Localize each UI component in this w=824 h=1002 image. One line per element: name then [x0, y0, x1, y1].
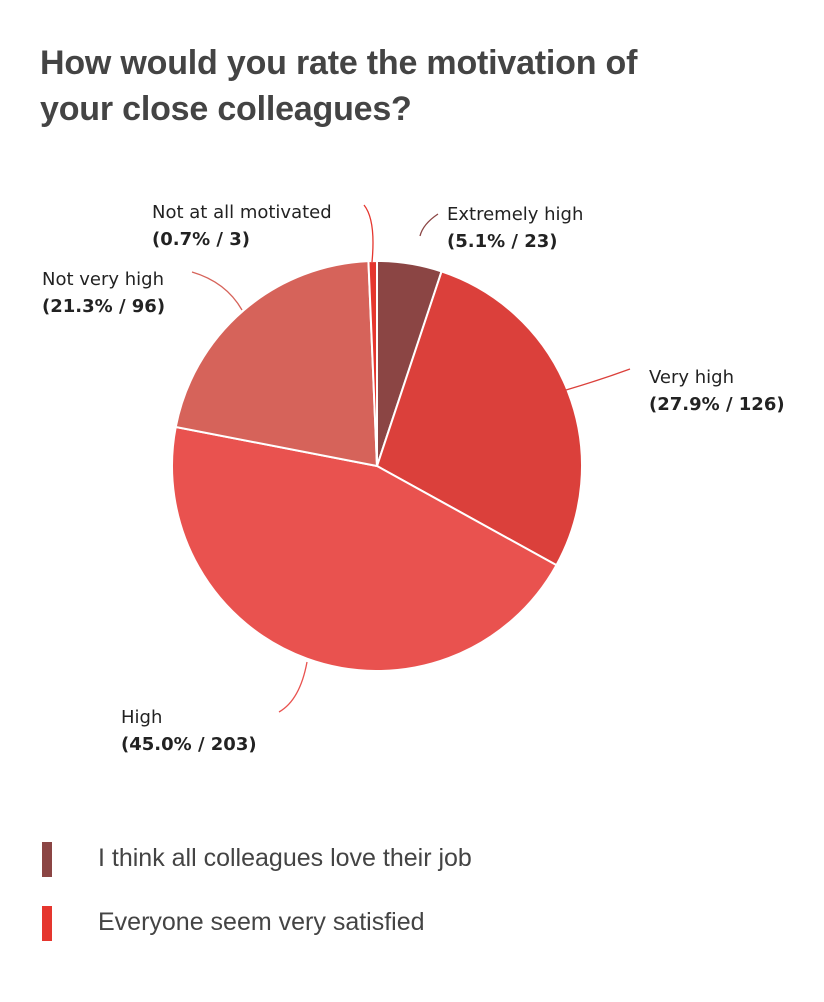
pie-chart: Extremely high (5.1% / 23) Very high (27.9%…: [42, 202, 785, 755]
pie-labels: Extremely high (5.1% / 23) Very high (27.9%…: [42, 202, 785, 755]
pie-slice-very-high[interactable]: [375, 270, 583, 567]
leader-line-1: [419, 213, 439, 237]
leader-line-3: [278, 661, 308, 713]
data-label-5: Not at all motivated: [152, 202, 332, 223]
pie-slices: [171, 259, 583, 672]
pie-slice-high[interactable]: [171, 425, 558, 672]
legend-swatch-1: [42, 842, 52, 877]
pie-slice-not-very-high[interactable]: [174, 260, 379, 468]
chart-title: How would you rate the motivation of you…: [40, 44, 638, 128]
legend-swatch-2: [42, 906, 52, 941]
data-label-3: High: [121, 707, 162, 728]
leader-line-5: [363, 204, 374, 263]
value-label-2: (27.9% / 126): [649, 394, 785, 415]
leader-line-4: [191, 271, 243, 311]
data-label-2: Very high: [649, 367, 734, 388]
value-label-4: (21.3% / 96): [42, 296, 165, 317]
value-label-3: (45.0% / 203): [121, 734, 257, 755]
pie-leader-lines: [191, 204, 631, 713]
legend-label-1: I think all colleagues love their job: [98, 844, 472, 872]
value-label-5: (0.7% / 3): [152, 229, 250, 250]
leader-line-2: [565, 368, 631, 391]
data-label-1: Extremely high: [447, 204, 583, 225]
data-label-4: Not very high: [42, 269, 164, 290]
legend-label-2: Everyone seem very satisfied: [98, 908, 425, 936]
value-label-1: (5.1% / 23): [447, 231, 558, 252]
